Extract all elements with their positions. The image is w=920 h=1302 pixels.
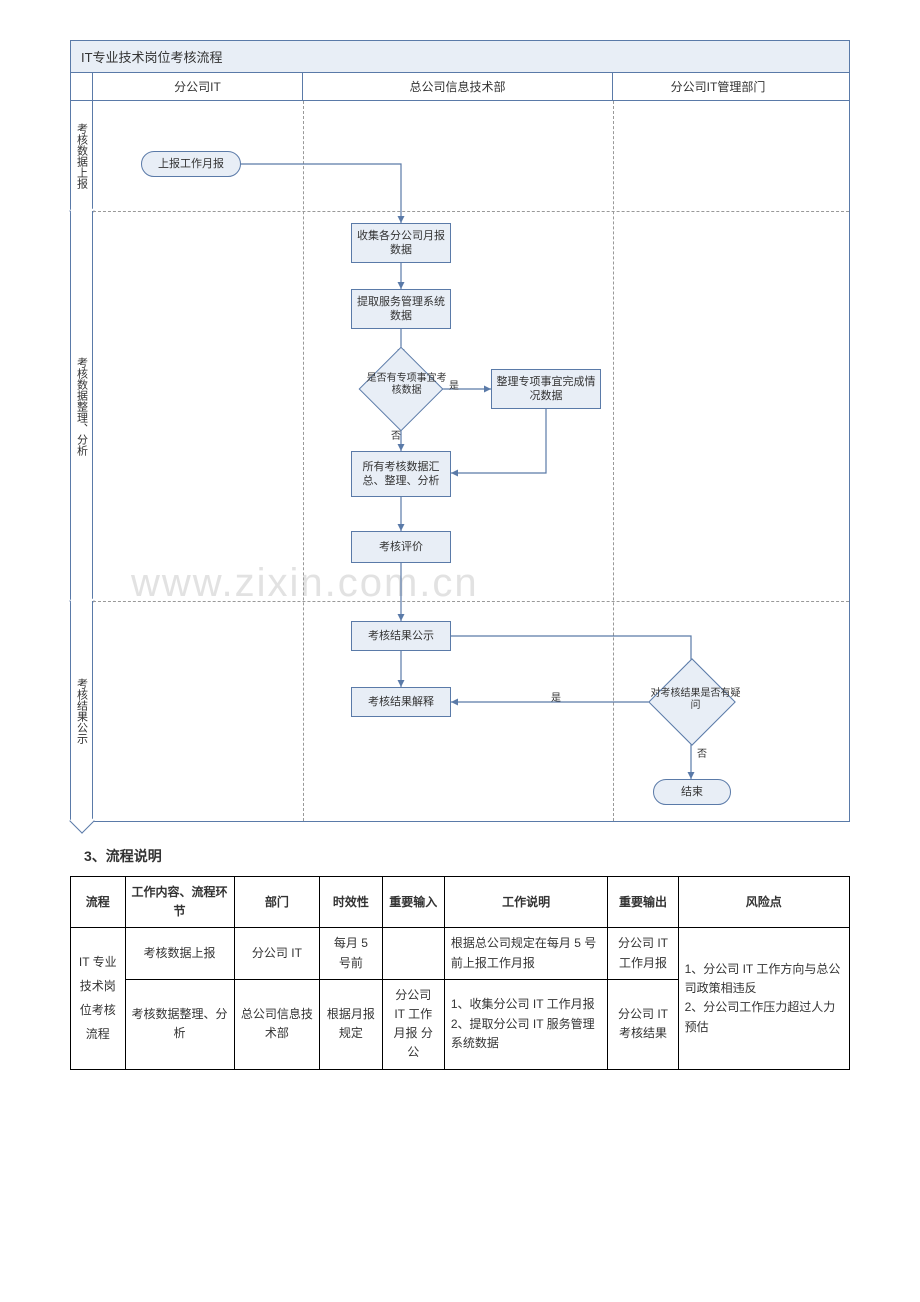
phase-label-analyze: 考核数据整理、分析 [71, 211, 93, 601]
th-process: 流程 [71, 877, 126, 928]
node-end: 结束 [653, 779, 731, 805]
lane-separator [613, 101, 614, 821]
th-time: 时效性 [320, 877, 382, 928]
phase-label-upload-text: 考核数据上报 [74, 123, 90, 189]
th-output: 重要输出 [608, 877, 678, 928]
cell-step: 考核数据上报 [125, 928, 234, 979]
cell-output: 分公司 IT 考核结果 [608, 979, 678, 1069]
flowchart-container: IT专业技术岗位考核流程 分公司IT 总公司信息技术部 分公司IT管理部门 ww… [70, 40, 850, 822]
node-start-upload-report: 上报工作月报 [141, 151, 241, 177]
node-collect-monthly: 收集各分公司月报数据 [351, 223, 451, 263]
flowchart-title: IT专业技术岗位考核流程 [71, 41, 849, 73]
phase-label-publish: 考核结果公示 [71, 601, 93, 821]
cell-risk-merged: 1、分公司 IT 工作方向与总公司政策相违反 2、分公司工作压力超过人力预估 [678, 928, 849, 1069]
spec-table: 流程 工作内容、流程环节 部门 时效性 重要输入 工作说明 重要输出 风险点 I… [70, 876, 850, 1070]
node-special-data: 整理专项事宜完成情况数据 [491, 369, 601, 409]
lane-head-hq-it: 总公司信息技术部 [303, 73, 613, 101]
edge-label-d1-yes: 是 [449, 377, 459, 392]
node-decision-special-label: 是否有专项事宜考核数据 [363, 373, 451, 397]
node-extract-service-data: 提取服务管理系统数据 [351, 289, 451, 329]
phase-separator [93, 211, 849, 212]
phase-label-upload: 考核数据上报 [71, 101, 93, 211]
flowchart-body: www.zixin.com.cn 考核数据上报 考核数据整理、分析 考核结果公示 [71, 101, 849, 821]
th-step: 工作内容、流程环节 [125, 877, 234, 928]
node-evaluate: 考核评价 [351, 531, 451, 563]
section-heading: 3、流程说明 [84, 846, 850, 866]
cell-output: 分公司 IT 工作月报 [608, 928, 678, 979]
cell-dept: 分公司 IT [234, 928, 320, 979]
phase-label-publish-text: 考核结果公示 [74, 678, 90, 744]
th-input: 重要输入 [382, 877, 444, 928]
watermark-text: www.zixin.com.cn [131, 561, 479, 606]
cell-desc: 1、收集分公司 IT 工作月报 2、提取分公司 IT 服务管理系统数据 [444, 979, 608, 1069]
th-desc: 工作说明 [444, 877, 608, 928]
node-decision-question: 对考核结果是否有疑问 [648, 658, 736, 746]
table-row: IT 专业技术岗位考核流程 考核数据上报 分公司 IT 每月 5 号前 根据总公… [71, 928, 850, 979]
cell-time: 根据月报规定 [320, 979, 382, 1069]
node-aggregate: 所有考核数据汇总、整理、分析 [351, 451, 451, 497]
th-risk: 风险点 [678, 877, 849, 928]
lane-separator [303, 101, 304, 821]
phase-label-analyze-text: 考核数据整理、分析 [74, 357, 90, 456]
cell-time: 每月 5 号前 [320, 928, 382, 979]
node-decision-special: 是否有专项事宜考核数据 [359, 347, 444, 432]
node-explain: 考核结果解释 [351, 687, 451, 717]
cell-dept: 总公司信息技术部 [234, 979, 320, 1069]
phase-separator [93, 601, 849, 602]
edge-label-d2-yes: 是 [551, 689, 561, 704]
lane-head-branch-it-mgmt: 分公司IT管理部门 [613, 73, 823, 101]
lane-head-branch-it: 分公司IT [93, 73, 303, 101]
cell-input: 分公司 IT 工作月报 分公 [382, 979, 444, 1069]
cell-process-name-text: IT 专业技术岗位考核流程 [77, 950, 119, 1046]
cell-desc: 根据总公司规定在每月 5 号前上报工作月报 [444, 928, 608, 979]
cell-step: 考核数据整理、分析 [125, 979, 234, 1069]
node-publish: 考核结果公示 [351, 621, 451, 651]
cell-process-name: IT 专业技术岗位考核流程 [71, 928, 126, 1069]
th-dept: 部门 [234, 877, 320, 928]
cell-input [382, 928, 444, 979]
swimlane-header: 分公司IT 总公司信息技术部 分公司IT管理部门 [71, 73, 849, 101]
table-header-row: 流程 工作内容、流程环节 部门 时效性 重要输入 工作说明 重要输出 风险点 [71, 877, 850, 928]
node-decision-question-label: 对考核结果是否有疑问 [651, 688, 741, 712]
edge-label-d1-no: 否 [391, 427, 401, 442]
edge-label-d2-no: 否 [697, 745, 707, 760]
